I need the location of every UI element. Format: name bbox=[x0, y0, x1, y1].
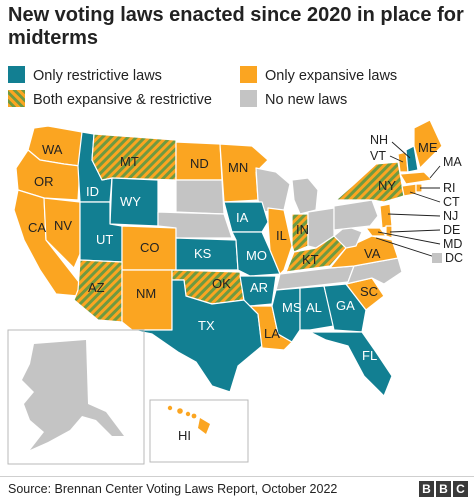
label-FL: FL bbox=[362, 348, 377, 363]
state-MA bbox=[399, 171, 433, 185]
inset-alaska-frame bbox=[7, 329, 145, 465]
label-IN: IN bbox=[296, 222, 309, 237]
label-CT: CT bbox=[443, 195, 460, 209]
label-MA: MA bbox=[443, 155, 462, 169]
label-MT: MT bbox=[120, 154, 139, 169]
label-AR: AR bbox=[250, 280, 268, 295]
label-RI: RI bbox=[443, 181, 456, 195]
label-OR: OR bbox=[34, 174, 54, 189]
bbc-logo-b2: B bbox=[436, 481, 451, 497]
state-DE bbox=[385, 225, 393, 239]
label-ND: ND bbox=[190, 156, 209, 171]
state-TX bbox=[131, 279, 263, 393]
state-IN bbox=[291, 213, 309, 253]
bbc-logo-c: C bbox=[453, 481, 468, 497]
state-AL bbox=[299, 285, 335, 331]
legend-both: Both expansive & restrictive bbox=[8, 90, 212, 110]
dc-swatch bbox=[432, 253, 442, 263]
state-HI bbox=[167, 405, 210, 434]
inset-hawaii-frame bbox=[149, 399, 249, 463]
state-MD bbox=[365, 227, 387, 237]
label-GA: GA bbox=[336, 298, 355, 313]
legend-label-none: No new laws bbox=[265, 92, 348, 108]
source-note: Source: Brennan Center Voting Laws Repor… bbox=[8, 482, 338, 496]
state-AK bbox=[22, 340, 124, 450]
state-ME bbox=[413, 119, 443, 169]
legend-restrictive: Only restrictive laws bbox=[8, 66, 162, 86]
label-IL: IL bbox=[276, 228, 287, 243]
label-DE: DE bbox=[443, 223, 460, 237]
label-VA: VA bbox=[364, 246, 381, 261]
legend-label-restrictive: Only restrictive laws bbox=[33, 68, 162, 84]
callout-labels: NH VT MA RI CT NJ DE MD DC bbox=[370, 133, 463, 265]
label-KT: KT bbox=[302, 252, 319, 267]
label-AL: AL bbox=[306, 300, 322, 315]
state-IL bbox=[267, 207, 293, 275]
state-GA bbox=[323, 283, 367, 333]
label-VT: VT bbox=[370, 149, 386, 163]
state-NH bbox=[405, 145, 419, 173]
label-KS: KS bbox=[194, 246, 212, 261]
state-RI bbox=[415, 183, 423, 193]
legend-swatch-none bbox=[240, 90, 257, 107]
state-MI bbox=[291, 177, 319, 215]
label-MD: MD bbox=[443, 237, 462, 251]
label-NY: NY bbox=[378, 178, 396, 193]
state-CT bbox=[401, 183, 417, 197]
map-title: New voting laws enacted since 2020 in pl… bbox=[8, 4, 464, 49]
label-IA: IA bbox=[236, 210, 249, 225]
legend-swatch-restrictive bbox=[8, 66, 25, 83]
footer-divider bbox=[0, 476, 474, 477]
legend-swatch-both bbox=[8, 90, 25, 107]
state-NJ bbox=[379, 203, 393, 229]
us-map: WA OR CA NV ID MT WY UT CO AZ NM ND KS O… bbox=[7, 119, 463, 465]
state-OR bbox=[15, 149, 81, 201]
legend-swatch-expansive bbox=[240, 66, 257, 83]
state-MO bbox=[231, 231, 281, 277]
label-ME: ME bbox=[418, 140, 438, 155]
label-OK: OK bbox=[212, 276, 231, 291]
label-WY: WY bbox=[120, 194, 141, 209]
legend-expansive: Only expansive laws bbox=[240, 66, 397, 86]
label-NV: NV bbox=[54, 218, 72, 233]
label-AZ: AZ bbox=[88, 280, 105, 295]
label-NM: NM bbox=[136, 286, 156, 301]
state-NV bbox=[43, 197, 81, 269]
label-SC: SC bbox=[360, 284, 378, 299]
state-FL bbox=[309, 331, 393, 397]
callout-lines bbox=[375, 141, 441, 259]
label-CO: CO bbox=[140, 240, 160, 255]
legend-label-both: Both expansive & restrictive bbox=[33, 92, 212, 108]
state-labels: WA OR CA NV ID MT WY UT CO AZ NM ND KS O… bbox=[28, 140, 438, 443]
state-PA bbox=[333, 199, 379, 231]
bbc-logo-b1: B bbox=[419, 481, 434, 497]
label-MO: MO bbox=[246, 248, 267, 263]
state-IA bbox=[223, 201, 269, 233]
label-UT: UT bbox=[96, 232, 113, 247]
label-TX: TX bbox=[198, 318, 215, 333]
label-DC: DC bbox=[445, 251, 463, 265]
label-ID: ID bbox=[86, 184, 99, 199]
label-MS: MS bbox=[282, 300, 302, 315]
label-MN: MN bbox=[228, 160, 248, 175]
state-AR bbox=[239, 275, 277, 307]
legend-none: No new laws bbox=[240, 90, 347, 110]
label-HI: HI bbox=[178, 428, 191, 443]
label-CA: CA bbox=[28, 220, 46, 235]
label-LA: LA bbox=[264, 326, 280, 341]
state-AZ bbox=[73, 259, 123, 323]
label-WA: WA bbox=[42, 142, 63, 157]
legend-label-expansive: Only expansive laws bbox=[265, 68, 398, 84]
state-NY bbox=[335, 161, 405, 203]
label-NH: NH bbox=[370, 133, 388, 147]
state-SD bbox=[175, 179, 225, 215]
bbc-logo: B B C bbox=[419, 481, 468, 497]
label-NJ: NJ bbox=[443, 209, 458, 223]
